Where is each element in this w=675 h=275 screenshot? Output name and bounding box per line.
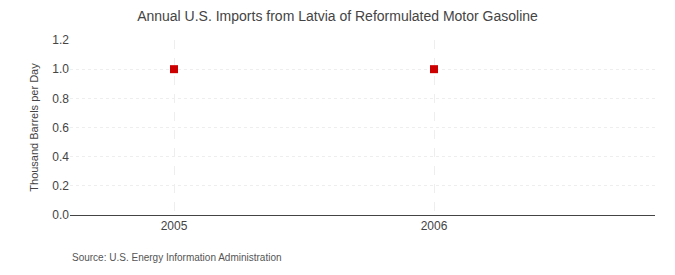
svg-text:0.2: 0.2: [52, 179, 69, 193]
svg-text:2006: 2006: [421, 219, 448, 233]
svg-text:Source: U.S. Energy Informatio: Source: U.S. Energy Information Administ…: [72, 252, 282, 263]
svg-text:2005: 2005: [161, 219, 188, 233]
svg-text:0.0: 0.0: [52, 208, 69, 222]
svg-text:1.2: 1.2: [52, 33, 69, 47]
svg-text:1.0: 1.0: [52, 62, 69, 76]
svg-text:Annual U.S. Imports from Latvi: Annual U.S. Imports from Latvia of Refor…: [137, 8, 538, 24]
svg-text:Thousand Barrels per Day: Thousand Barrels per Day: [28, 63, 40, 192]
svg-text:0.6: 0.6: [52, 121, 69, 135]
svg-text:0.4: 0.4: [52, 150, 69, 164]
svg-text:0.8: 0.8: [52, 92, 69, 106]
